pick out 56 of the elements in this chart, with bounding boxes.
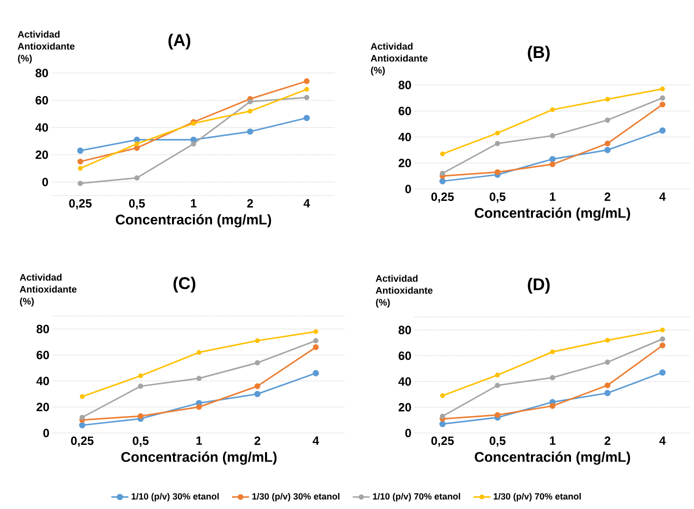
y-tick-label: 60 — [398, 352, 411, 360]
x-axis-title: Concentración (mg/mL) — [116, 214, 272, 228]
chart-title: (C) — [173, 276, 196, 292]
y-tick-label: 0 — [42, 178, 48, 186]
x-tick-label: 4 — [304, 199, 310, 208]
x-tick-label: 0,5 — [129, 199, 145, 210]
legend-label: 1/30 (p/v) 70% etanol — [494, 492, 581, 502]
y-tick-label: 80 — [398, 80, 411, 90]
x-axis-title: Concentración (mg/mL) — [121, 452, 277, 465]
x-tick-label: 1 — [550, 436, 556, 445]
x-axis-title: Concentración (mg/mL) — [474, 208, 630, 221]
y-tick-label: 60 — [36, 96, 48, 104]
x-tick-label: 0,5 — [132, 436, 149, 447]
x-tick-label: 0,25 — [431, 436, 454, 447]
legend-label: 1/10 (p/v) 70% etanol — [373, 492, 460, 502]
y-axis-title: Actividad Antioxidante (%) — [18, 30, 75, 64]
y-tick-label: 0 — [405, 428, 411, 438]
y-tick-label: 0 — [43, 428, 49, 438]
y-tick-label: 20 — [398, 403, 411, 412]
chart-title: (A) — [168, 34, 190, 50]
x-tick-label: 2 — [247, 199, 253, 208]
y-tick-label: 0 — [405, 184, 411, 194]
x-tick-label: 0,25 — [431, 192, 454, 203]
x-tick-label: 0,25 — [69, 199, 92, 210]
x-tick-label: 4 — [312, 436, 320, 445]
x-tick-label: 1 — [190, 199, 196, 208]
x-tick-label: 1 — [550, 192, 556, 201]
y-axis-title: Actividad Antioxidante (%) — [376, 274, 433, 308]
y-tick-label: 60 — [398, 106, 411, 116]
x-tick-label: 4 — [659, 192, 666, 201]
y-axis-title: Actividad Antioxidante (%) — [20, 274, 77, 306]
x-tick-label: 2 — [254, 436, 260, 445]
x-tick-label: 0,25 — [71, 436, 94, 447]
x-tick-label: 4 — [659, 436, 666, 445]
chart-title: (D) — [528, 278, 550, 294]
x-tick-label: 2 — [604, 436, 610, 445]
y-axis-title: Actividad Antioxidante (%) — [370, 42, 428, 76]
legend-label: 1/30 (p/v) 30% etanol — [252, 492, 340, 502]
y-tick-label: 80 — [398, 326, 411, 334]
y-tick-label: 60 — [36, 350, 49, 360]
x-tick-label: 1 — [196, 436, 202, 445]
y-tick-label: 80 — [36, 68, 48, 78]
x-axis-title: Concentración (mg/mL) — [474, 452, 630, 465]
y-tick-label: 80 — [36, 324, 49, 334]
y-tick-label: 20 — [398, 158, 411, 168]
chart-title: (B) — [528, 46, 550, 62]
y-tick-label: 20 — [36, 402, 49, 412]
y-tick-label: 20 — [36, 150, 48, 159]
y-tick-label: 40 — [36, 376, 49, 386]
y-tick-label: 40 — [398, 377, 411, 386]
x-tick-label: 0,5 — [490, 192, 506, 203]
x-tick-label: 2 — [604, 192, 610, 201]
legend-label: 1/10 (p/v) 30% etanol — [132, 492, 219, 502]
y-tick-label: 40 — [398, 132, 411, 142]
x-tick-label: 0,5 — [490, 436, 506, 447]
y-tick-label: 40 — [35, 123, 48, 132]
